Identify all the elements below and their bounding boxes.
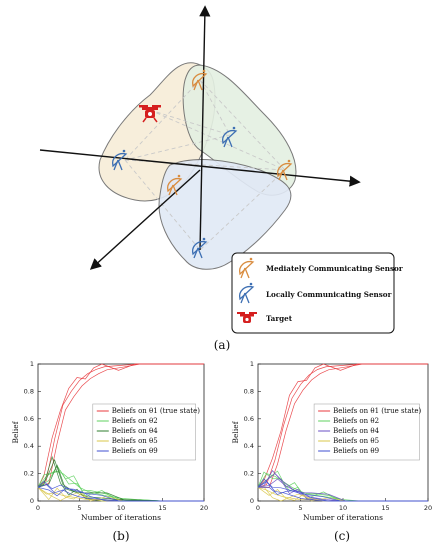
series-line — [37, 363, 204, 488]
x-tick-label: 20 — [424, 504, 432, 512]
antenna-icon — [222, 126, 238, 148]
chart-legend — [92, 403, 196, 461]
x-tick-label: 10 — [117, 504, 125, 512]
legend-entry: Beliefs on θ2 — [112, 417, 158, 425]
antenna-icon — [192, 69, 208, 91]
x-tick-label: 20 — [200, 504, 208, 512]
x-axis-title: Number of iterations — [303, 513, 383, 522]
y-tick-label: 0.2 — [24, 470, 34, 478]
network-diagram — [39, 5, 361, 270]
y-tick-label: 0.4 — [244, 442, 254, 450]
y-tick-label: 0 — [250, 497, 254, 505]
y-tick-label: 0.6 — [24, 415, 34, 423]
legend-label-locally: Locally Communicating Sensor — [266, 290, 392, 299]
y-tick-label: 1 — [30, 360, 34, 368]
legend-entry: Beliefs on θ1 (true state) — [333, 407, 421, 415]
x-tick-label: 5 — [77, 504, 81, 512]
panel-label: (b) — [112, 529, 129, 543]
series-line — [37, 363, 204, 488]
axis-diagonal — [89, 169, 201, 270]
legend-label-mediately: Mediately Communicating Sensor — [266, 264, 403, 273]
y-axis-title: Belief — [231, 420, 240, 443]
legend-entry: Beliefs on θ5 — [112, 437, 158, 445]
dashed-links — [124, 79, 286, 251]
series-line — [37, 486, 204, 502]
legend-entry: Beliefs on θ9 — [112, 447, 158, 455]
y-tick-label: 1 — [250, 360, 254, 368]
y-tick-label: 0.8 — [244, 387, 254, 395]
x-tick-label: 0 — [36, 504, 40, 512]
series-line — [257, 363, 428, 488]
y-tick-label: 0.4 — [24, 442, 34, 450]
series-line — [257, 363, 428, 488]
drone-icon — [237, 312, 257, 323]
legend-entry: Beliefs on θ9 — [333, 447, 379, 455]
y-tick-label: 0.8 — [24, 387, 34, 395]
antenna-icon — [239, 257, 255, 279]
x-tick-label: 15 — [158, 504, 166, 512]
legend-entry: Beliefs on θ1 (true state) — [112, 407, 200, 415]
axis-vertical — [199, 5, 211, 251]
antenna-icon — [192, 237, 208, 259]
x-tick-label: 5 — [298, 504, 302, 512]
legend-entry: Beliefs on θ4 — [333, 427, 379, 435]
axis-horizontal — [39, 149, 361, 187]
legend-entry: Beliefs on θ2 — [333, 417, 379, 425]
x-tick-label: 15 — [381, 504, 389, 512]
x-tick-label: 10 — [339, 504, 347, 512]
antenna-icon — [167, 174, 183, 196]
x-axis-title: Number of iterations — [81, 513, 161, 522]
panel-label: (c) — [334, 529, 350, 543]
legend-label-target: Target — [266, 314, 293, 323]
panel-label-a: (a) — [214, 338, 231, 352]
series-line — [257, 486, 428, 502]
legend-entry: Beliefs on θ5 — [333, 437, 379, 445]
antenna-icon — [239, 282, 255, 304]
y-axis-title: Belief — [11, 420, 20, 443]
drone-icon — [139, 105, 161, 123]
antenna-icon — [277, 159, 293, 181]
y-tick-label: 0.6 — [244, 415, 254, 423]
x-tick-label: 0 — [256, 504, 260, 512]
antenna-icon — [112, 149, 128, 171]
legend-entry: Beliefs on θ4 — [112, 427, 158, 435]
y-tick-label: 0 — [30, 497, 34, 505]
diagram-legend: Mediately Communicating Sensor Locally C… — [231, 252, 403, 334]
y-tick-label: 0.2 — [244, 470, 254, 478]
chart-legend — [313, 403, 420, 461]
